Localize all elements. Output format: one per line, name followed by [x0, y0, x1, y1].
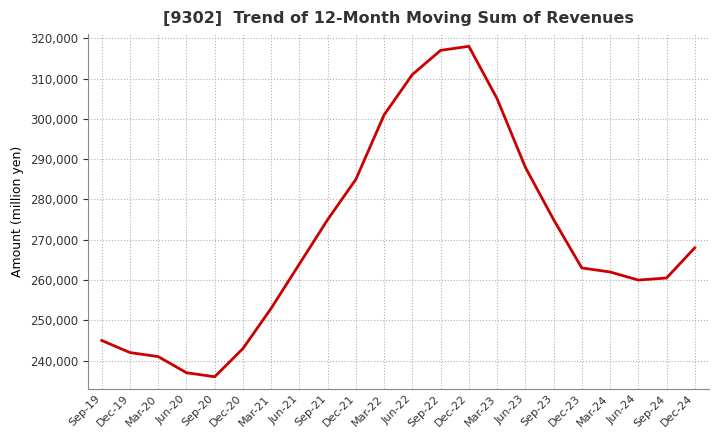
Title: [9302]  Trend of 12-Month Moving Sum of Revenues: [9302] Trend of 12-Month Moving Sum of R…: [163, 11, 634, 26]
Y-axis label: Amount (million yen): Amount (million yen): [11, 146, 24, 277]
